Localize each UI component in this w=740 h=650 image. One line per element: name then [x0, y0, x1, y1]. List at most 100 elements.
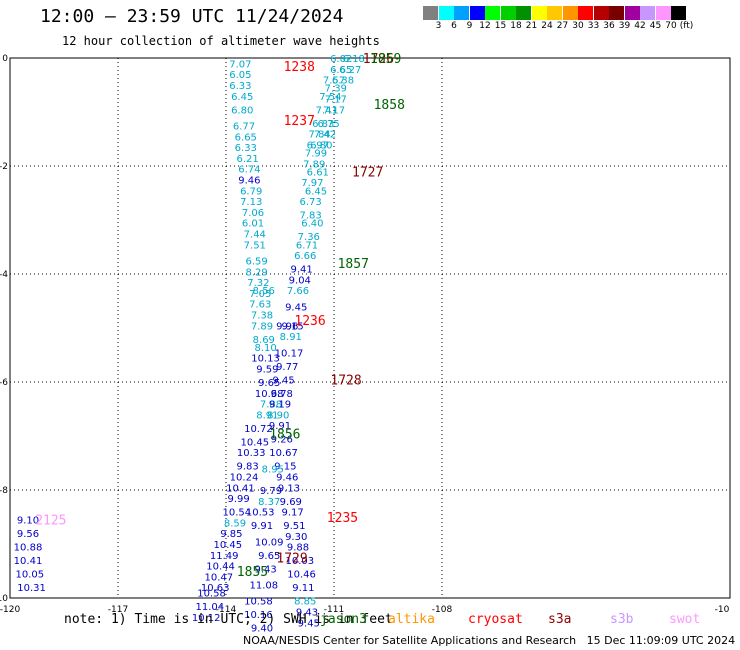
wave-height-value: 10.05 — [15, 570, 44, 581]
wave-height-value: 6.33 — [229, 81, 251, 92]
wave-height-value: 10.17 — [275, 348, 304, 359]
wave-height-value: 8.56 — [253, 286, 275, 297]
wave-height-value: 9.19 — [269, 400, 291, 411]
legend-s3a: s3a — [548, 612, 572, 627]
wave-height-value: 6.18 — [343, 54, 365, 65]
wave-height-value: 10.33 — [237, 448, 266, 459]
colorbar-label: 12 — [479, 21, 491, 31]
colorbar-label: 42 — [634, 21, 646, 31]
wave-height-value: 9.51 — [283, 521, 305, 532]
wave-height-value: 11.08 — [249, 581, 278, 592]
wave-height-value: 8.85 — [294, 597, 316, 608]
wave-height-value: 9.43 — [254, 564, 276, 575]
colorbar-swatch — [609, 6, 624, 20]
colorbar-swatch — [593, 6, 609, 20]
colorbar-swatch — [671, 6, 686, 20]
wave-height-value: 9.41 — [290, 265, 312, 276]
wave-height-value: 7.84 — [308, 130, 330, 141]
x-tick-label: -120 — [0, 605, 20, 615]
legend-altika: altika — [388, 612, 435, 627]
wave-height-value: 7.07 — [229, 59, 251, 70]
wave-height-value: 7.17 — [325, 95, 347, 106]
wave-height-value: 8.91 — [280, 332, 302, 343]
wave-height-value: 10.58 — [197, 589, 226, 600]
wave-height-value: 10.72 — [244, 424, 273, 435]
wave-height-value: 7.54 — [319, 92, 341, 103]
x-tick-label: -108 — [432, 605, 453, 615]
wave-height-value: 10.41 — [14, 556, 43, 567]
wave-height-value: 7.06 — [242, 208, 264, 219]
wave-height-value: 9.45 — [298, 618, 320, 629]
wave-height-value: 7.89 — [303, 159, 325, 170]
colorbar-swatch — [438, 6, 454, 20]
y-tick-label: 0 — [2, 54, 8, 64]
colorbar-label: 45 — [649, 21, 662, 31]
wave-height-value: 10.88 — [14, 543, 43, 554]
colorbar-label: 6 — [451, 21, 457, 31]
wave-height-value: 6.65 — [330, 65, 352, 76]
wave-height-value: 10.12 — [192, 613, 221, 624]
wave-height-value: 6.21 — [236, 154, 258, 165]
colorbar-swatch — [500, 6, 516, 20]
wave-height-value: 10.47 — [204, 572, 233, 583]
colorbar-label: 30 — [572, 21, 584, 31]
wave-height-value: 7.89 — [251, 321, 273, 332]
pass-time-label: 1726 — [363, 52, 394, 67]
wave-height-value: 9.04 — [289, 275, 311, 286]
colorbar-swatch — [624, 6, 640, 20]
wave-height-value: 7.51 — [244, 240, 266, 251]
pass-time-label: 1859 — [370, 52, 401, 67]
wave-height-value: 7.97 — [301, 178, 323, 189]
colorbar-swatch — [655, 6, 671, 20]
wave-height-value: 7.83 — [299, 211, 321, 222]
wave-height-value: 8.95 — [262, 464, 284, 475]
wave-height-value: 7.32 — [247, 278, 269, 289]
pass-time-label: 1857 — [338, 257, 369, 272]
wave-height-value: 7.88 — [260, 400, 282, 411]
wave-height-value: 8.37 — [258, 497, 280, 508]
wave-height-value: 8.90 — [267, 410, 289, 421]
pass-time-label: 1235 — [327, 511, 358, 526]
wave-height-value: 6.59 — [245, 257, 267, 268]
wave-height-value: 10.41 — [226, 483, 255, 494]
wave-height-value: 7.17 — [323, 105, 345, 116]
wave-height-value: 7.39 — [325, 84, 347, 95]
colorbar-label: 27 — [556, 21, 569, 31]
x-tick-label: -117 — [108, 605, 128, 615]
pass-time-label: 1727 — [352, 165, 383, 180]
credit-line: NOAA/NESDIS Center for Satellite Applica… — [243, 634, 736, 647]
wave-height-value: 6.83 — [312, 119, 334, 130]
wave-height-value: 6.73 — [299, 197, 321, 208]
wave-height-value: 6.80 — [310, 140, 332, 151]
x-tick-label: -10 — [715, 605, 730, 615]
colorbar-swatch — [423, 6, 438, 20]
wave-height-value: 7.36 — [298, 232, 320, 243]
wave-height-value: 9.56 — [17, 529, 39, 540]
wave-height-value: 9.43 — [296, 608, 318, 619]
wave-height-value: 9.65 — [258, 378, 280, 389]
legend-row: note: 1) Time is in UTC; 2) SWH is in fe… — [0, 612, 740, 630]
x-tick-label: -111 — [324, 605, 344, 615]
wave-height-value: 9.45 — [285, 302, 307, 313]
chart-subtitle: 12 hour collection of altimeter wave hei… — [62, 34, 380, 48]
wave-height-value: 7.05 — [249, 289, 271, 300]
wave-height-value: 6.27 — [339, 65, 361, 76]
wave-height-value: 10.45 — [213, 540, 242, 551]
colorbar-label: 24 — [541, 21, 553, 31]
wave-height-value: 6.38 — [332, 76, 354, 87]
wave-height-value: 9.46 — [238, 176, 260, 187]
wave-height-value: 6.33 — [235, 143, 257, 154]
wave-height-value: 10.45 — [240, 437, 269, 448]
wave-height-value: 10.63 — [201, 583, 230, 594]
wave-height-value: 8.69 — [253, 335, 275, 346]
wave-height-value: 9.10 — [17, 516, 39, 527]
y-tick-label: -2 — [0, 162, 8, 172]
wave-height-value: 6.74 — [238, 165, 260, 176]
plot-frame — [9, 57, 731, 599]
legend-jason3: jason3 — [320, 612, 367, 627]
wave-height-value: 9.79 — [260, 486, 282, 497]
wave-height-value: 7.57 — [323, 76, 345, 87]
wave-height-value: 9.13 — [278, 483, 300, 494]
wave-height-value: 6.66 — [294, 251, 316, 262]
wave-height-value: 9.40 — [251, 624, 273, 635]
